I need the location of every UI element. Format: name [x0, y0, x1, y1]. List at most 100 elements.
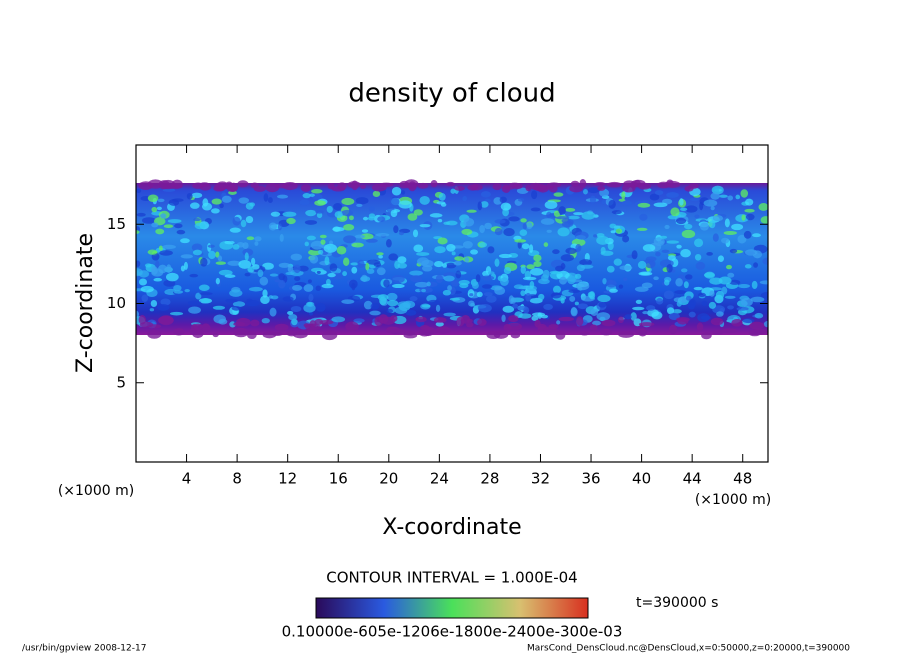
cloud-blob — [211, 208, 220, 214]
cloud-edge — [569, 184, 584, 193]
cloud-blob — [201, 202, 213, 211]
cloud-blob — [189, 202, 200, 209]
x-tick-label: 40 — [632, 470, 651, 488]
cloud-blob — [611, 210, 622, 215]
cloud-blob — [269, 307, 277, 317]
cloud-blob — [754, 312, 764, 319]
cloud-blob — [602, 277, 607, 285]
cloud-blob — [229, 227, 241, 233]
cloud-blob — [442, 289, 452, 296]
cloud-blob — [684, 205, 698, 213]
cloud-edge — [250, 319, 260, 327]
cloud-blob — [201, 298, 210, 303]
cloud-blob — [355, 197, 369, 205]
cloud-edge — [173, 328, 185, 336]
cloud-blob — [158, 264, 168, 274]
cloud-blob — [735, 194, 741, 200]
cloud-blob — [502, 305, 515, 313]
cloud-edge — [748, 329, 761, 337]
cloud-blob — [476, 291, 483, 298]
cloud-blob — [623, 277, 628, 282]
cloud-blob — [684, 223, 693, 230]
cloud-blob — [244, 272, 251, 277]
cloud-edge — [167, 183, 183, 189]
cloud-blob — [299, 199, 310, 206]
cloud-edge — [510, 332, 521, 339]
cloud-blob — [593, 234, 598, 238]
cloud-blob — [636, 227, 648, 231]
cloud-blob — [155, 260, 160, 269]
cloud-blob — [579, 259, 593, 266]
cloud-blob — [512, 303, 519, 309]
cloud-blob — [199, 292, 213, 296]
cloud-blob — [180, 238, 190, 244]
cloud-edge — [600, 329, 613, 336]
cloud-blob — [483, 292, 493, 297]
cloud-edge — [710, 317, 724, 326]
y-tick-label: 10 — [107, 294, 126, 312]
y-axis-label: Z-coordinate — [73, 233, 98, 373]
cloud-blob — [245, 215, 254, 224]
cloud-blob — [198, 284, 210, 292]
x-tick-label: 36 — [581, 470, 600, 488]
cloud-edge — [570, 180, 580, 187]
cloud-blob — [405, 309, 417, 316]
cloud-edge — [391, 329, 406, 335]
cloud-edge — [351, 180, 359, 191]
cloud-edge — [147, 179, 164, 189]
cloud-blob — [581, 211, 596, 220]
cloud-edge — [617, 316, 624, 324]
cloud-blob — [500, 202, 512, 211]
cloud-blob — [624, 314, 632, 320]
cloud-blob — [637, 260, 647, 269]
cloud-edge — [668, 324, 678, 335]
cloud-blob — [333, 203, 343, 211]
cloud-blob — [469, 293, 474, 297]
cloud-blob — [609, 288, 618, 293]
cloud-blob — [646, 305, 656, 311]
cloud-edge — [512, 183, 523, 190]
cloud-blob — [559, 276, 568, 285]
cloud-edge — [579, 331, 590, 336]
cloud-blob — [471, 282, 479, 289]
cloud-blob — [398, 231, 404, 236]
cloud-blob — [475, 274, 481, 283]
cloud-edge — [601, 319, 616, 327]
cloud-blob — [731, 223, 744, 231]
cloud-blob — [362, 216, 369, 221]
cloud-blob — [543, 242, 549, 247]
cloud-blob — [159, 250, 173, 256]
cloud-edge — [345, 321, 359, 332]
cloud-blob — [219, 203, 224, 209]
cloud-blob — [306, 235, 316, 241]
cloud-edge — [433, 317, 447, 323]
cloud-blob — [363, 300, 373, 310]
cloud-edge — [430, 180, 438, 188]
cloud-blob — [531, 315, 539, 321]
cloud-blob — [450, 188, 456, 194]
cloud-blob — [417, 257, 430, 266]
cloud-edge — [148, 324, 162, 329]
cloud-blob — [513, 284, 524, 290]
cloud-blob — [653, 276, 659, 281]
cloud-blob — [163, 224, 174, 229]
cloud-blob — [386, 292, 398, 301]
cloud-blob — [463, 217, 475, 227]
cloud-blob — [321, 283, 334, 289]
cloud-blob — [387, 299, 399, 307]
cloud-edge — [147, 329, 162, 339]
cloud-blob — [257, 269, 264, 278]
cloud-blob — [674, 290, 687, 295]
cloud-blob — [410, 275, 423, 283]
cloud-blob — [574, 231, 589, 240]
cloud-blob — [670, 207, 680, 217]
cloud-edge — [201, 323, 211, 333]
cloud-edge — [507, 322, 522, 331]
cloud-edge — [403, 332, 418, 339]
cloud-blob — [619, 265, 633, 271]
cloud-blob — [725, 264, 732, 270]
cloud-blob — [500, 277, 509, 286]
cloud-edge — [677, 318, 689, 325]
cloud-blob — [274, 279, 281, 283]
